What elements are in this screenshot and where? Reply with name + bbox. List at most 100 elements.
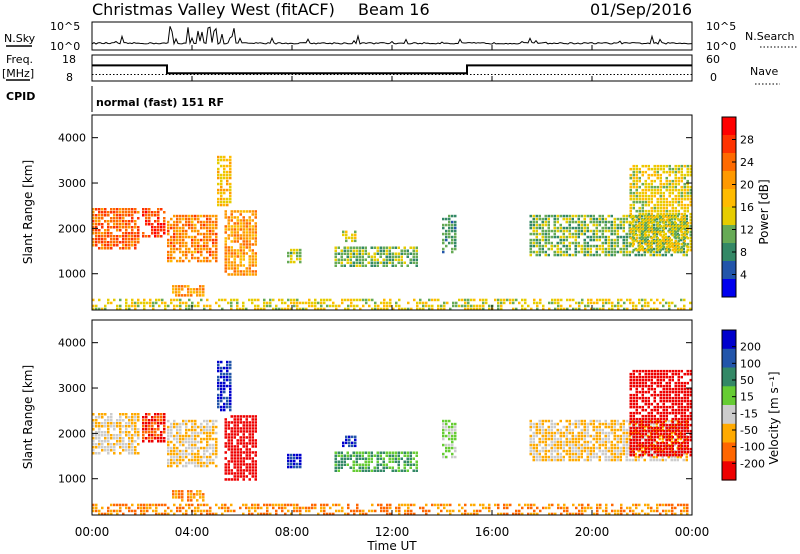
power-echo-cell <box>586 241 589 245</box>
power-echo-cell <box>674 164 677 168</box>
velocity-echo-cell <box>388 466 391 469</box>
power-echo-cell <box>686 245 689 249</box>
power-echo-cell <box>479 304 482 308</box>
power-echo-cell <box>619 223 622 227</box>
power-echo-cell <box>212 223 215 227</box>
power-echo-cell <box>632 248 635 252</box>
power-echo-cell <box>185 253 188 257</box>
power-echo-cell <box>236 228 239 231</box>
power-echo-cell <box>422 307 425 311</box>
velocity-echo-cell <box>145 416 148 419</box>
velocity-echo-cell <box>113 503 116 507</box>
power-echo-cell <box>604 250 607 254</box>
velocity-echo-cell <box>532 455 535 459</box>
power-echo-cell <box>583 238 586 242</box>
velocity-echo-cell <box>355 469 358 472</box>
power-echo-cell <box>227 228 230 231</box>
power-echo-cell <box>104 307 107 311</box>
velocity-echo-cell <box>364 466 367 469</box>
power-echo-cell <box>653 227 656 231</box>
power-echo-cell <box>503 298 506 302</box>
velocity-echo-cell <box>220 369 223 373</box>
velocity-echo-cell <box>445 434 448 438</box>
velocity-echo-cell <box>451 428 454 432</box>
power-echo-cell <box>131 241 134 244</box>
velocity-echo-cell <box>662 417 665 421</box>
power-echo-cell <box>641 230 644 234</box>
power-echo-cell <box>686 185 689 189</box>
power-echo-cell <box>239 210 242 213</box>
power-echo-cell <box>683 307 686 311</box>
power-echo-cell <box>632 301 635 305</box>
velocity-echo-cell <box>354 435 357 439</box>
velocity-echo-cell <box>632 423 635 427</box>
velocity-echo-cell <box>146 503 149 507</box>
velocity-echo-cell <box>181 496 184 499</box>
velocity-echo-cell <box>299 509 302 513</box>
velocity-echo-cell <box>686 369 689 373</box>
velocity-echo-cell <box>188 458 191 462</box>
power-echo-cell <box>98 247 101 250</box>
velocity-echo-cell <box>565 419 568 423</box>
velocity-echo-cell <box>689 435 692 439</box>
velocity-echo-cell <box>653 381 656 385</box>
power-echo-cell <box>406 249 409 252</box>
power-echo-cell <box>92 217 95 220</box>
velocity-echo-cell <box>226 405 229 409</box>
power-echo-cell <box>215 244 218 248</box>
power-echo-cell <box>611 304 614 308</box>
velocity-echo-cell <box>397 466 400 469</box>
noise-right-tick-bottom: 10^0 <box>706 40 736 53</box>
power-colorbar-label: Power [dB] <box>757 179 771 244</box>
power-echo-cell <box>142 214 145 217</box>
velocity-echo-cell <box>101 446 104 449</box>
power-echo-cell <box>596 307 599 311</box>
power-echo-cell <box>254 258 257 261</box>
power-echo-cell <box>442 241 445 245</box>
power-echo-cell <box>116 220 119 223</box>
power-echo-cell <box>610 250 613 254</box>
power-echo-cell <box>614 304 617 308</box>
velocity-echo-cell <box>470 512 473 516</box>
velocity-echo-cell <box>683 405 686 409</box>
velocity-echo-cell <box>337 466 340 469</box>
velocity-echo-cell <box>661 455 664 459</box>
power-echo-cell <box>379 249 382 252</box>
velocity-echo-cell <box>125 503 128 507</box>
velocity-echo-cell <box>233 415 236 418</box>
power-echo-cell <box>406 264 409 267</box>
velocity-echo-cell <box>173 434 176 438</box>
velocity-echo-cell <box>407 509 410 513</box>
power-echo-cell <box>400 255 403 258</box>
velocity-echo-cell <box>245 418 248 421</box>
velocity-echo-cell <box>547 455 550 459</box>
power-echo-cell <box>593 307 596 311</box>
velocity-echo-cell <box>538 419 541 423</box>
velocity-echo-cell <box>634 422 637 426</box>
power-echo-cell <box>686 227 689 231</box>
power-echo-cell <box>659 197 662 201</box>
power-echo-cell <box>544 253 547 257</box>
velocity-echo-cell <box>185 419 188 423</box>
power-echo-cell <box>251 237 254 240</box>
velocity-echo-cell <box>340 460 343 463</box>
power-echo-cell <box>290 307 293 311</box>
power-echo-cell <box>394 255 397 258</box>
velocity-echo-cell <box>104 419 107 422</box>
power-echo-cell <box>245 222 248 225</box>
velocity-echo-cell <box>689 390 692 394</box>
power-echo-cell <box>650 245 653 249</box>
power-echo-cell <box>230 261 233 264</box>
power-echo-cell <box>122 241 125 244</box>
power-echo-cell <box>682 247 685 251</box>
power-echo-cell <box>650 218 653 222</box>
velocity-echo-cell <box>98 434 101 437</box>
velocity-echo-cell <box>647 387 650 391</box>
power-echo-cell <box>632 164 635 168</box>
power-echo-cell <box>644 236 647 240</box>
power-echo-cell <box>167 238 170 242</box>
velocity-echo-cell <box>203 449 206 453</box>
velocity-echo-cell <box>260 512 263 516</box>
velocity-echo-cell <box>239 427 242 430</box>
velocity-echo-cell <box>212 452 215 456</box>
